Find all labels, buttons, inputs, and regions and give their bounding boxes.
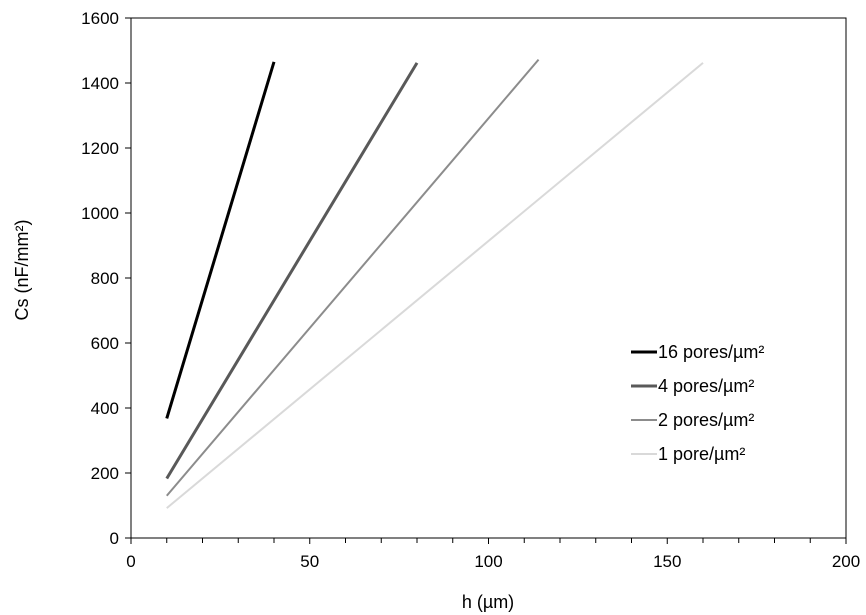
y-tick-label: 1000 — [81, 204, 119, 223]
x-tick-label: 50 — [300, 552, 319, 571]
y-tick-label: 200 — [91, 464, 119, 483]
y-tick-label: 600 — [91, 334, 119, 353]
series-line — [166, 62, 704, 509]
legend-label: 2 pores/µm² — [658, 410, 754, 430]
x-tick-label: 150 — [653, 552, 681, 571]
x-tick-label: 200 — [832, 552, 860, 571]
x-axis-title: h (µm) — [462, 592, 514, 612]
y-tick-label: 1600 — [81, 9, 119, 28]
y-tick-label: 400 — [91, 399, 119, 418]
legend-label: 4 pores/µm² — [658, 376, 754, 396]
series-line — [165, 61, 276, 419]
y-axis-title: Cs (nF/mm²) — [12, 220, 32, 321]
axes: 0 200 400 600 800 1000 1200 1400 1600 0 50 100 150 20… — [81, 9, 860, 571]
legend-label: 16 pores/µm² — [658, 342, 764, 362]
x-tick-label: 100 — [474, 552, 502, 571]
series-line — [165, 62, 419, 480]
x-tick-label: 0 — [126, 552, 135, 571]
legend: 16 pores/µm² 4 pores/µm² 2 pores/µm² 1 pore… — [631, 342, 764, 464]
series-lines — [165, 58, 704, 509]
y-tick-label: 800 — [91, 269, 119, 288]
legend-label: 1 pore/µm² — [658, 444, 745, 464]
y-tick-label: 1400 — [81, 74, 119, 93]
y-tick-label: 0 — [110, 529, 119, 548]
y-tick-label: 1200 — [81, 139, 119, 158]
series-line — [165, 58, 540, 497]
